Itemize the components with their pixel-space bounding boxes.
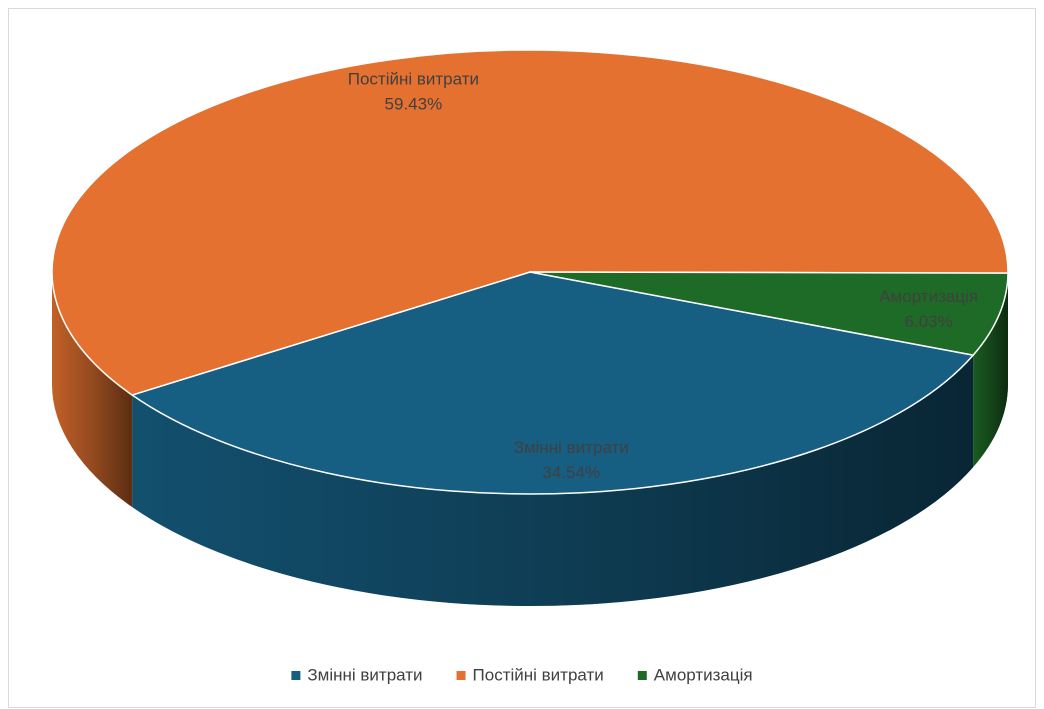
legend-swatch (291, 671, 301, 680)
legend-label: Постійні витрати (473, 665, 604, 684)
slice (51, 49, 1009, 396)
walls (52, 272, 1008, 606)
data-label-name: Постійні витрати (348, 70, 479, 89)
data-label-name: Амортизація (879, 287, 978, 306)
legend: Змінні витрати Постійні витрати Амортизаці… (291, 665, 753, 684)
legend-label: Змінні витрати (307, 665, 422, 684)
slice-wall-shade (132, 355, 974, 606)
legend-swatch (456, 671, 466, 680)
slice (130, 271, 975, 495)
slice-wall-shade (52, 272, 133, 508)
data-label-name: Змінні витрати (514, 438, 629, 457)
tops (51, 49, 1009, 495)
data-label-value: 59.43% (385, 95, 443, 114)
slice (529, 271, 1009, 356)
legend-label: Амортизація (654, 665, 753, 684)
data-label-value: 6.03% (905, 312, 953, 331)
data-label-value: 34.54% (542, 463, 600, 482)
labels: Змінні витрати 34.54% Постійні витрати 59.4… (348, 70, 978, 482)
slice-wall-shade (973, 273, 1008, 468)
legend-swatch (637, 671, 647, 680)
